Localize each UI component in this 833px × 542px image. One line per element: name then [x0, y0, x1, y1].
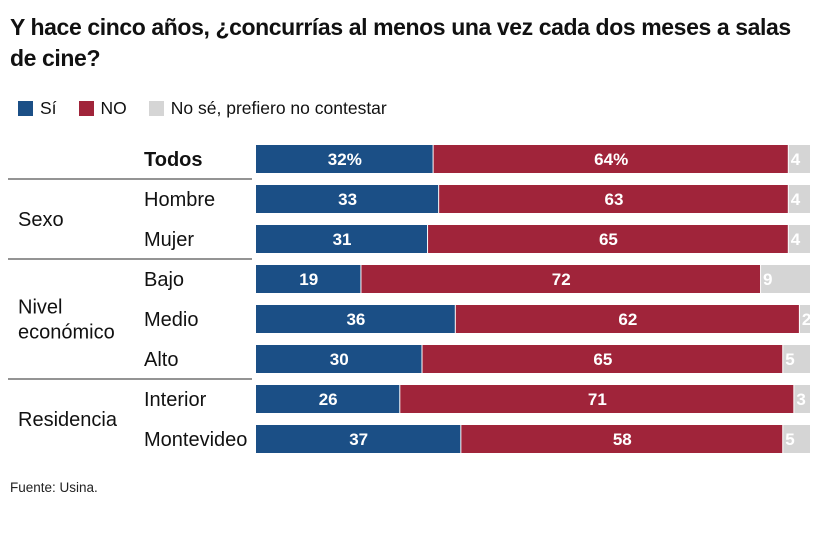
row-label-hombre: Hombre: [144, 189, 215, 211]
value-label-bajo-si: 19: [299, 270, 318, 289]
bar-bajo-no: [361, 265, 761, 293]
bar-medio-si: [256, 305, 455, 333]
bar-hombre-si: [256, 185, 439, 213]
row-label-bajo: Bajo: [144, 269, 184, 291]
value-label-medio-no-se-prefiero-no-contestar: 2: [802, 310, 811, 329]
row-label-mujer: Mujer: [144, 229, 194, 251]
value-label-montevideo-no: 58: [613, 430, 632, 449]
bar-mujer-no-se-prefiero-no-contestar: [788, 225, 810, 253]
legend-label-no-sabe: No sé, prefiero no contestar: [170, 97, 387, 118]
row-label-montevideo: Montevideo: [144, 429, 247, 451]
legend-swatch-si: [18, 100, 33, 116]
bar-alto-si: [256, 345, 422, 373]
bar-hombre-no: [439, 185, 788, 213]
bar-bajo-no-se-prefiero-no-contestar: [761, 265, 810, 293]
value-label-hombre-si: 33: [338, 190, 357, 209]
legend-label-si: Sí: [40, 97, 57, 118]
value-label-alto-si: 30: [330, 350, 349, 369]
value-label-montevideo-no-se-prefiero-no-contestar: 5: [785, 430, 794, 449]
bar-medio-no: [455, 305, 799, 333]
chart-title: Y hace cinco años, ¿concurrías al menos …: [10, 14, 791, 71]
legend: Sí NO No sé, prefiero no contestar: [18, 96, 409, 120]
value-label-mujer-no: 65: [599, 230, 618, 249]
bar-interior-no: [400, 385, 794, 413]
legend-swatch-no: [78, 100, 94, 116]
legend-swatch-no-sabe: [148, 100, 164, 116]
legend-label-no: NO: [100, 97, 127, 118]
bar-montevideo-no-se-prefiero-no-contestar: [783, 425, 810, 453]
value-label-todos-no-se-prefiero-no-contestar: 4: [791, 150, 801, 169]
value-label-interior-no-se-prefiero-no-contestar: 3: [796, 390, 805, 409]
value-label-bajo-no-se-prefiero-no-contestar: 9: [763, 270, 772, 289]
row-label-interior: Interior: [144, 389, 207, 411]
group-label-nivel: Nivel: [18, 297, 62, 319]
bar-mujer-si: [256, 225, 428, 253]
row-label-medio: Medio: [144, 309, 198, 331]
bar-interior-no-se-prefiero-no-contestar: [794, 385, 810, 413]
value-label-medio-si: 36: [346, 310, 365, 329]
bar-alto-no: [422, 345, 783, 373]
bar-todos-no: [433, 145, 788, 173]
value-label-hombre-no: 63: [605, 190, 624, 209]
bar-alto-no-se-prefiero-no-contestar: [783, 345, 810, 373]
bar-todos-no-se-prefiero-no-contestar: [788, 145, 810, 173]
value-label-mujer-no-se-prefiero-no-contestar: 4: [791, 230, 801, 249]
value-label-mujer-si: 31: [333, 230, 352, 249]
value-label-hombre-no-se-prefiero-no-contestar: 4: [791, 190, 801, 209]
legend-item-si: Sí: [18, 98, 57, 119]
source-note: Fuente: Usina.: [10, 480, 98, 495]
bar-medio-no-se-prefiero-no-contestar: [799, 305, 810, 333]
group-label-residencia: Residencia: [18, 409, 118, 431]
value-label-todos-no: 64%: [594, 150, 628, 169]
bar-montevideo-no: [461, 425, 783, 453]
row-label-alto: Alto: [144, 349, 178, 371]
value-label-todos-si: 32%: [328, 150, 362, 169]
value-label-alto-no-se-prefiero-no-contestar: 5: [785, 350, 794, 369]
legend-item-no-sabe: No sé, prefiero no contestar: [148, 97, 387, 119]
group-label-economico: económico: [18, 322, 115, 344]
group-label-sexo: Sexo: [18, 209, 64, 231]
value-label-montevideo-si: 37: [349, 430, 368, 449]
legend-item-no: NO: [78, 97, 127, 119]
value-label-bajo-no: 72: [552, 270, 571, 289]
value-label-interior-no: 71: [588, 390, 607, 409]
row-label-todos: Todos: [144, 149, 203, 171]
value-label-interior-si: 26: [319, 390, 338, 409]
value-label-medio-no: 62: [618, 310, 637, 329]
value-label-alto-no: 65: [593, 350, 612, 369]
bar-montevideo-si: [256, 425, 461, 453]
bar-todos-si: [256, 145, 433, 173]
bar-hombre-no-se-prefiero-no-contestar: [788, 185, 810, 213]
bar-bajo-si: [256, 265, 361, 293]
bar-interior-si: [256, 385, 400, 413]
bar-mujer-no: [428, 225, 788, 253]
